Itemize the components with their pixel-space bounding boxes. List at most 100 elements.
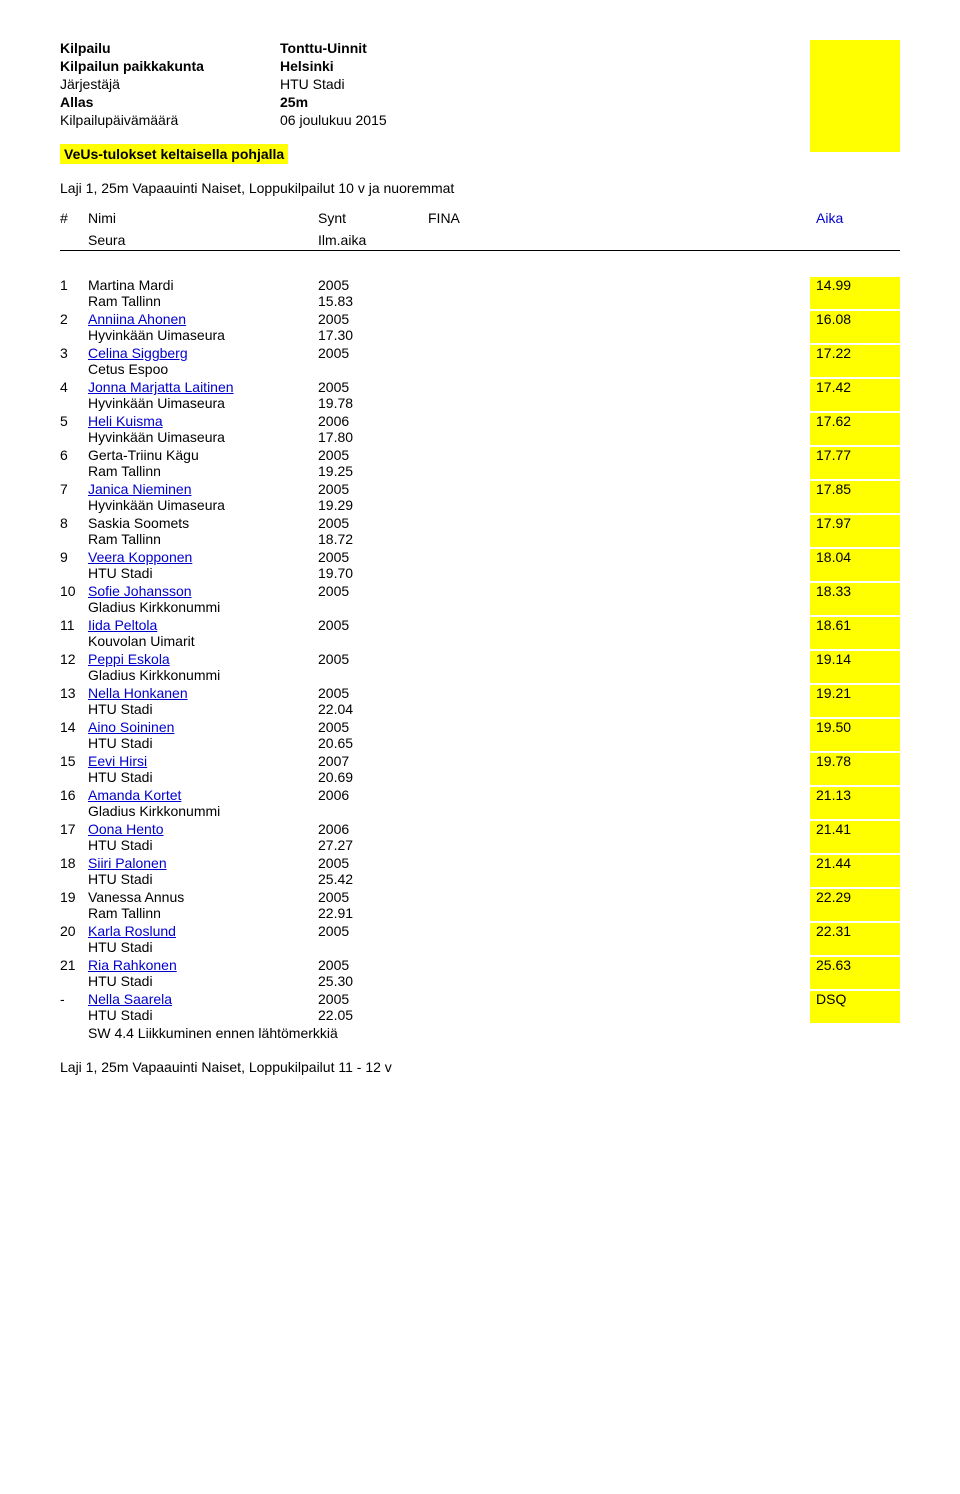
result-row: 14Aino Soininen 200519.50 (60, 719, 900, 735)
club-cell: HTU Stadi (88, 565, 318, 581)
aika-filler (810, 973, 900, 989)
rank-cell: 5 (60, 413, 88, 429)
aika-filler (810, 361, 900, 377)
result-subrow: Gladius Kirkkonummi (60, 667, 900, 683)
result-subrow: HTU Stadi25.42 (60, 871, 900, 887)
aika-cell: 17.97 (810, 515, 900, 531)
result-subrow: Gladius Kirkkonummi (60, 803, 900, 819)
ilm-cell (318, 599, 428, 615)
rank-cell: 4 (60, 379, 88, 395)
rank-cell: 16 (60, 787, 88, 803)
result-row: 8Saskia Soomets200517.97 (60, 515, 900, 531)
ilm-cell: 25.42 (318, 871, 428, 887)
result-subrow: Ram Tallinn15.83 (60, 293, 900, 309)
name-cell[interactable]: Siiri Palonen (88, 855, 318, 871)
name-cell[interactable]: Aino Soininen (88, 719, 318, 735)
name-cell[interactable]: Veera Kopponen (88, 549, 318, 565)
col-rank: # (60, 210, 88, 226)
name-cell: Vanessa Annus (88, 889, 318, 905)
name-cell[interactable]: Janica Nieminen (88, 481, 318, 497)
club-cell: Cetus Espoo (88, 361, 318, 377)
name-cell[interactable]: Anniina Ahonen (88, 311, 318, 327)
header-value: HTU Stadi (280, 76, 900, 92)
result-subrow: HTU Stadi22.05 (60, 1007, 900, 1023)
result-subrow: HTU Stadi20.65 (60, 735, 900, 751)
year-cell: 2005 (318, 583, 428, 599)
year-cell: 2005 (318, 345, 428, 361)
aika-filler (810, 667, 900, 683)
result-subrow: HTU Stadi19.70 (60, 565, 900, 581)
aika-filler (810, 293, 900, 309)
club-cell: HTU Stadi (88, 735, 318, 751)
rank-cell: 1 (60, 277, 88, 293)
name-cell[interactable]: Celina Siggberg (88, 345, 318, 361)
fina-cell (428, 481, 538, 497)
ilm-cell: 17.80 (318, 429, 428, 445)
aika-filler (810, 429, 900, 445)
result-row: 21Ria Rahkonen 200525.63 (60, 957, 900, 973)
result-subrow: Kouvolan Uimarit (60, 633, 900, 649)
header-value: Tonttu-Uinnit (280, 40, 900, 56)
aika-cell: 18.33 (810, 583, 900, 599)
fina-cell (428, 821, 538, 837)
aika-filler (810, 735, 900, 751)
aika-cell: 22.31 (810, 923, 900, 939)
rank-cell: 20 (60, 923, 88, 939)
dsq-note-row: SW 4.4 Liikkuminen ennen lähtömerkkiä (60, 1025, 900, 1041)
result-row: 1Martina Mardi200514.99 (60, 277, 900, 293)
name-cell[interactable]: Oona Hento (88, 821, 318, 837)
result-row: 10Sofie Johansson 2005 18.33 (60, 583, 900, 599)
ilm-cell (318, 361, 428, 377)
name-cell[interactable]: Jonna Marjatta Laitinen (88, 379, 318, 395)
rank-cell: 10 (60, 583, 88, 599)
aika-cell: 17.62 (810, 413, 900, 429)
club-cell: HTU Stadi (88, 1007, 318, 1023)
name-cell[interactable]: Sofie Johansson (88, 583, 318, 599)
result-row: 13Nella Honkanen 200519.21 (60, 685, 900, 701)
aika-cell: 21.44 (810, 855, 900, 871)
result-row: 7Janica Nieminen 200517.85 (60, 481, 900, 497)
column-headers: # Nimi Synt FINA Aika (60, 210, 900, 226)
header-value: 25m (280, 94, 900, 110)
year-cell: 2005 (318, 277, 428, 293)
fina-cell (428, 787, 538, 803)
rank-cell: 17 (60, 821, 88, 837)
year-cell: 2005 (318, 311, 428, 327)
rank-cell: 3 (60, 345, 88, 361)
fina-cell (428, 719, 538, 735)
result-row: 5Heli Kuisma 200617.62 (60, 413, 900, 429)
club-cell: Ram Tallinn (88, 531, 318, 547)
club-cell: Gladius Kirkkonummi (88, 599, 318, 615)
club-cell: Hyvinkään Uimaseura (88, 497, 318, 513)
aika-cell: 19.50 (810, 719, 900, 735)
result-row: 11Iida Peltola 200518.61 (60, 617, 900, 633)
aika-cell: 18.04 (810, 549, 900, 565)
name-cell[interactable]: Eevi Hirsi (88, 753, 318, 769)
aika-filler (810, 531, 900, 547)
name-cell[interactable]: Iida Peltola (88, 617, 318, 633)
aika-filler (810, 599, 900, 615)
fina-cell (428, 413, 538, 429)
fina-cell (428, 583, 538, 599)
name-cell[interactable]: Heli Kuisma (88, 413, 318, 429)
name-cell[interactable]: Amanda Kortet (88, 787, 318, 803)
result-row: 16Amanda Kortet 200621.13 (60, 787, 900, 803)
rank-cell: 6 (60, 447, 88, 463)
name-cell[interactable]: Nella Honkanen (88, 685, 318, 701)
name-cell[interactable]: Nella Saarela (88, 991, 318, 1007)
fina-cell (428, 515, 538, 531)
result-subrow: Gladius Kirkkonummi (60, 599, 900, 615)
ilm-cell: 15.83 (318, 293, 428, 309)
competition-header: KilpailuTonttu-UinnitKilpailun paikkakun… (60, 40, 900, 128)
result-subrow: HTU Stadi22.04 (60, 701, 900, 717)
name-cell[interactable]: Peppi Eskola (88, 651, 318, 667)
year-cell: 2005 (318, 957, 428, 973)
aika-cell: 18.61 (810, 617, 900, 633)
ilm-cell: 19.70 (318, 565, 428, 581)
name-cell[interactable]: Karla Roslund (88, 923, 318, 939)
fina-cell (428, 311, 538, 327)
ilm-cell: 20.65 (318, 735, 428, 751)
result-row: 2Anniina Ahonen 200516.08 (60, 311, 900, 327)
name-cell[interactable]: Ria Rahkonen (88, 957, 318, 973)
name-cell: Gerta-Triinu Kägu (88, 447, 318, 463)
